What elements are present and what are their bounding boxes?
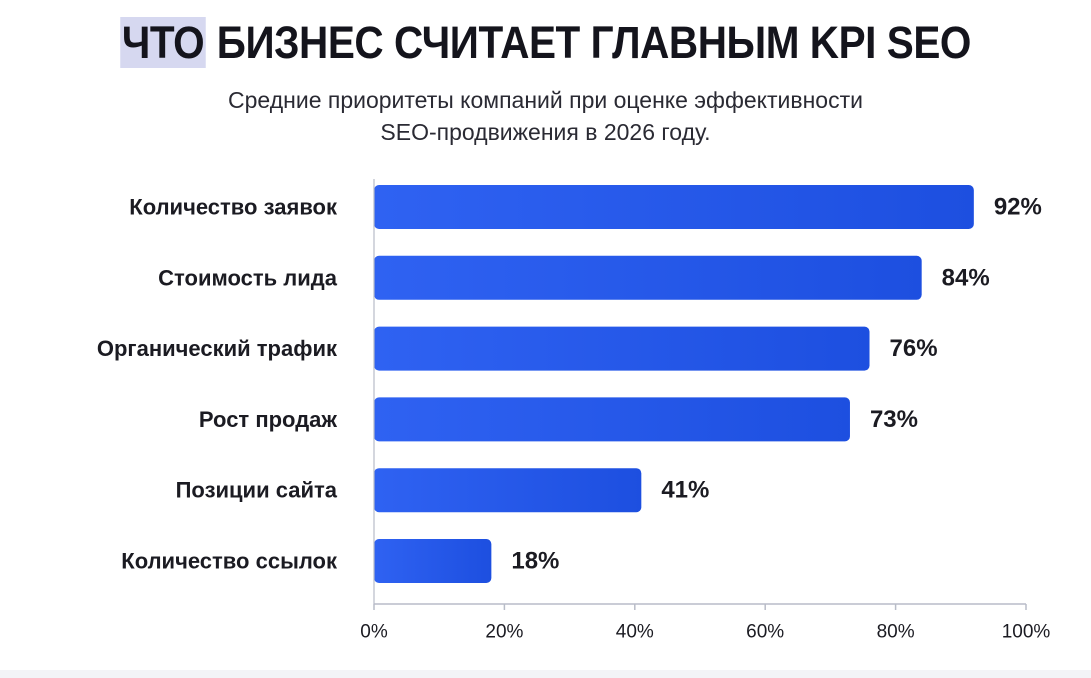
x-tick-label: 80% [877, 622, 915, 643]
bar [374, 255, 922, 300]
title-rest: БИЗНЕС СЧИТАЕТ ГЛАВНЫМ KPI SEO [206, 17, 972, 68]
subtitle-line-2: SEO-продвижения в 2026 году. [380, 119, 711, 145]
value-label: 73% [870, 406, 918, 433]
value-label: 76% [890, 335, 938, 362]
bar [374, 185, 974, 229]
value-label: 84% [942, 264, 990, 291]
bottom-strip [0, 670, 1091, 678]
x-tick-label: 20% [485, 622, 523, 643]
x-tick-label: 0% [360, 622, 388, 643]
category-label: Позиции сайта [176, 478, 338, 503]
category-label: Стоимость лида [158, 265, 338, 290]
bar [374, 326, 870, 371]
x-tick-label: 100% [1002, 622, 1051, 643]
value-label: 41% [661, 477, 709, 504]
x-tick-label: 60% [746, 622, 784, 643]
x-axis: 0% 20% 40% 60% 80% 100% [360, 179, 1050, 643]
bars-layer: Количество заявок 92% Стоимость лида 84% Орг… [97, 185, 1042, 583]
category-label: Количество заявок [129, 195, 338, 220]
subtitle-line-1: Средние приоритеты компаний при оценке э… [228, 87, 863, 113]
x-tick-label: 40% [616, 622, 654, 643]
bar [374, 539, 492, 583]
chart-title: ЧТО БИЗНЕС СЧИТАЕТ ГЛАВНЫМ KPI SEO [55, 14, 1037, 72]
bar [374, 397, 850, 442]
category-label: Количество ссылок [121, 549, 338, 574]
bar [374, 468, 642, 513]
title-highlight: ЧТО [120, 17, 207, 68]
value-label: 18% [511, 548, 559, 575]
chart-subtitle: Средние приоритеты компаний при оценке э… [0, 84, 1091, 148]
category-label: Органический трафик [97, 336, 338, 361]
value-label: 92% [994, 194, 1042, 221]
category-label: Рост продаж [199, 407, 337, 432]
